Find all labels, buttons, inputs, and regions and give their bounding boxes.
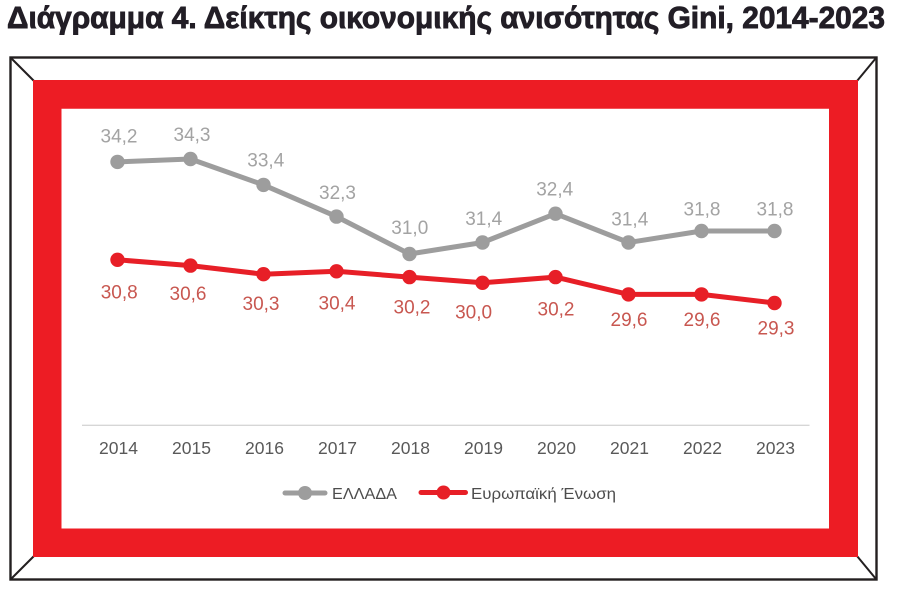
svg-text:2016: 2016 [245,438,284,458]
svg-text:2017: 2017 [318,438,357,458]
svg-text:Διάγραμμα 4. Δείκτης οικονομικ: Διάγραμμα 4. Δείκτης οικονομικής ανισότη… [7,0,885,35]
svg-text:30,2: 30,2 [538,300,575,321]
svg-text:2014: 2014 [99,438,138,458]
svg-text:31,8: 31,8 [757,200,794,221]
svg-text:29,3: 29,3 [758,319,795,340]
svg-text:34,2: 34,2 [101,127,138,148]
svg-text:30,4: 30,4 [319,294,356,315]
svg-text:2019: 2019 [464,438,503,458]
svg-text:30,0: 30,0 [455,303,492,324]
svg-text:2015: 2015 [172,438,211,458]
svg-text:ΕΛΛΑΔΑ: ΕΛΛΑΔΑ [332,486,397,503]
svg-text:31,4: 31,4 [611,209,648,230]
svg-text:2018: 2018 [391,438,430,458]
svg-text:2022: 2022 [683,438,722,458]
svg-text:2023: 2023 [756,438,795,458]
svg-text:Ευρωπαϊκή Ένωση: Ευρωπαϊκή Ένωση [471,486,616,503]
svg-text:31,0: 31,0 [391,218,428,239]
svg-text:2020: 2020 [537,438,576,458]
svg-text:31,4: 31,4 [465,209,502,230]
svg-text:29,6: 29,6 [611,310,648,331]
svg-text:33,4: 33,4 [247,151,284,172]
svg-text:30,3: 30,3 [243,294,280,315]
svg-text:32,4: 32,4 [536,180,573,201]
svg-text:30,2: 30,2 [394,298,431,319]
svg-text:32,3: 32,3 [319,183,356,204]
svg-text:30,8: 30,8 [101,283,138,304]
svg-text:30,6: 30,6 [170,284,207,305]
svg-text:29,6: 29,6 [684,310,721,331]
svg-text:2021: 2021 [610,438,649,458]
svg-text:34,3: 34,3 [174,125,211,146]
svg-text:31,8: 31,8 [684,200,721,221]
